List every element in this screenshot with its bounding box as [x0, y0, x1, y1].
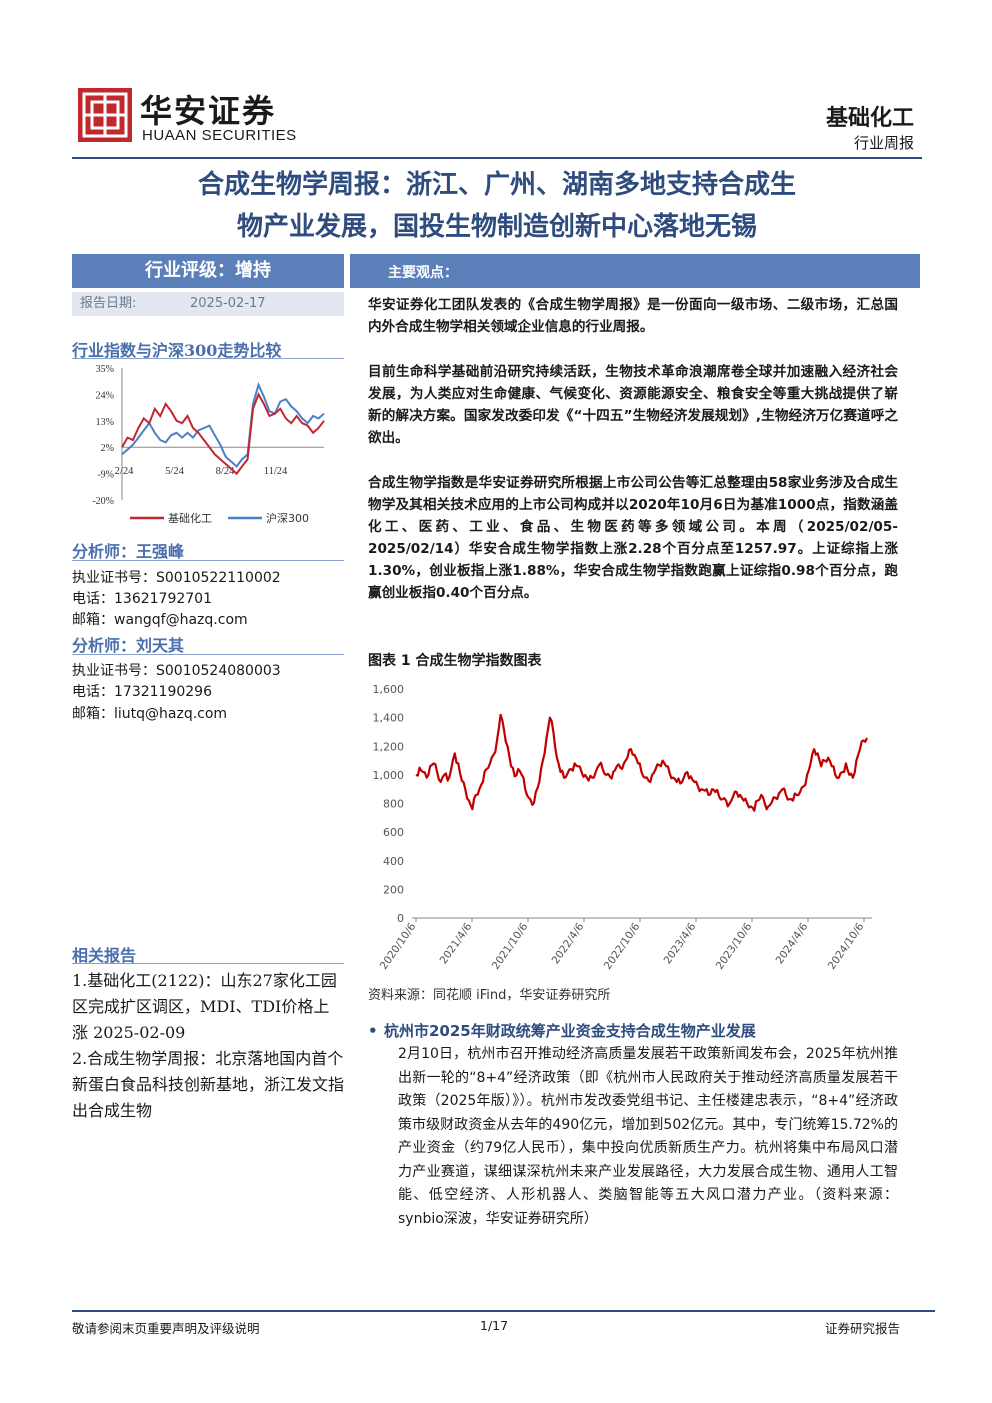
synbio-x-tick-label: 2022/10/6 [602, 921, 643, 972]
main-points-header: 主要观点： [350, 254, 920, 288]
synbio-index-chart: 0 200 400 600 800 1,000 1,200 1,400 1,600 2020/10… [362, 676, 902, 976]
news-item-title: • 杭州市2025年财政统筹产业资金支持合成生物产业发展 [368, 1020, 756, 1041]
analyst-2-phone: 电话：17321190296 [72, 684, 212, 700]
mini-y-tick-label: 35% [96, 364, 114, 375]
report-date: 报告日期: 2025-02-17 [72, 292, 344, 316]
related-reports-heading: 相关报告 [72, 946, 137, 965]
report-date-value: 2025-02-17 [190, 296, 266, 311]
report-title-line-1: 合成生物学周报：浙江、广州、湖南多地支持合成生 [197, 170, 796, 200]
company-name-en: HUAAN SECURITIES [142, 127, 297, 144]
related-reports-list: 1.基础化工(2122)：山东27家化工园区完成扩区调区，MDI、TDI价格上涨… [72, 968, 344, 1124]
analyst-2-heading: 分析师：刘天其 [72, 636, 185, 655]
trend-title-divider [72, 358, 344, 359]
synbio-x-tick-label: 2024/4/6 [774, 921, 811, 967]
footer-report-label: 证券研究报告 [824, 1321, 900, 1336]
analyst-1-phone: 电话：13621792701 [72, 591, 212, 607]
mini-y-tick-label: 24% [96, 390, 114, 401]
synbio-index-svg: 0 200 400 600 800 1,000 1,200 1,400 1,600 2020/10… [373, 683, 872, 972]
synbio-y-tick-label: 400 [383, 855, 404, 868]
report-type-label: 行业周报 [853, 134, 914, 152]
synbio-y-tick-label: 1,400 [373, 712, 405, 725]
synbio-y-tick-label: 0 [397, 912, 404, 925]
report-date-label: 报告日期: [80, 296, 137, 311]
industry-vs-hs300-chart: 35% 24% 13% 2% -9% -20% 2/24 5/24 8/24 11/24 基础化工 沪… [72, 360, 344, 530]
mini-x-tick-label: 8/24 [216, 466, 235, 477]
synbio-y-tick-label: 600 [383, 826, 404, 839]
mini-series-line-industry [121, 392, 325, 476]
synbio-y-tick-label: 800 [383, 798, 404, 811]
mini-x-tick-label: 2/24 [115, 466, 134, 477]
synbio-x-tick-label: 2020/10/6 [378, 921, 419, 972]
report-title-line-2: 物产业发展，国投生物制造创新中心落地无锡 [236, 212, 757, 242]
synbio-x-tick-label: 2023/10/6 [714, 921, 755, 972]
company-logo-mark [78, 88, 132, 142]
mini-y-tick-label: 2% [101, 443, 114, 454]
synbio-y-tick-label: 200 [383, 883, 404, 896]
analyst-1-divider [72, 560, 344, 561]
page-number: 1/17 [480, 1318, 509, 1333]
footer-divider [72, 1310, 935, 1312]
industry-rating: 行业评级：增持 [72, 254, 344, 288]
news-item-body: 2月10日，杭州市召开推动经济高质量发展若干政策新闻发布会，2025年杭州推出新… [398, 1046, 898, 1227]
header-divider [72, 157, 922, 159]
figure-1-title: 图表 1 合成生物学指数图表 [368, 653, 542, 669]
mini-series-line-hs300 [121, 381, 325, 468]
analyst-1-cert: 执业证书号：S0010522110002 [72, 570, 281, 586]
company-name-cn: 华安证券 [140, 92, 277, 130]
synbio-x-tick-label: 2021/10/6 [490, 921, 531, 972]
mini-y-tick-label: -20% [92, 496, 114, 507]
mini-y-tick-label: 13% [96, 417, 114, 428]
related-reports-divider [72, 963, 344, 964]
analyst-2-divider [72, 654, 344, 655]
mini-legend-label: 基础化工 [168, 511, 212, 525]
synbio-y-tick-label: 1,200 [373, 740, 405, 753]
analyst-2-cert: 执业证书号：S0010524080003 [72, 663, 281, 679]
mini-legend-label: 沪深300 [266, 511, 309, 525]
trend-chart-title: 行业指数与沪深300走势比较 [72, 341, 282, 360]
analyst-2-email[interactable]: 邮箱：liutq@hazq.com [72, 706, 228, 722]
news-item-title-text: 杭州市2025年财政统筹产业资金支持合成生物产业发展 [384, 1022, 756, 1040]
synbio-x-tick-label: 2021/4/6 [438, 921, 475, 967]
mini-x-tick-label: 11/24 [264, 466, 288, 477]
background-paragraph: 目前生命科学基础前沿研究持续活跃，生物技术革命浪潮席卷全球并加速融入经济社会发展… [368, 364, 898, 446]
synbio-x-tick-label: 2024/10/6 [826, 921, 867, 972]
related-report-1[interactable]: 1.基础化工(2122)：山东27家化工园区完成扩区调区，MDI、TDI价格上涨… [72, 971, 337, 1042]
mini-y-tick-label: -9% [97, 470, 114, 481]
mini-x-tick-label: 5/24 [165, 466, 184, 477]
synbio-x-tick-label: 2022/4/6 [550, 921, 587, 967]
index-paragraph: 合成生物学指数是华安证券研究所根据上市公司公告等汇总整理由58家业务涉及合成生物… [368, 475, 898, 601]
related-report-2[interactable]: 2.合成生物学周报：北京落地国内首个新蛋白食品科技创新基地，浙江发文指出合成生物 [72, 1049, 345, 1120]
sector-label: 基础化工 [825, 105, 914, 131]
report-title: 合成生物学周报：浙江、广州、湖南多地支持合成生 物产业发展，国投生物制造创新中心… [72, 164, 922, 248]
intro-paragraph: 华安证券化工团队发表的《合成生物学周报》是一份面向一级市场、二级市场，汇总国内外… [368, 297, 898, 335]
synbio-x-tick-label: 2023/4/6 [662, 921, 699, 967]
analyst-1-email[interactable]: 邮箱：wangqf@hazq.com [72, 612, 248, 628]
footer-disclaimer: 敬请参阅末页重要声明及评级说明 [72, 1321, 260, 1336]
synbio-index-line [415, 713, 868, 812]
synbio-y-tick-label: 1,000 [373, 769, 405, 782]
bullet-icon: • [368, 1022, 378, 1040]
figure-1-source: 资料来源：同花顺 iFind，华安证券研究所 [368, 988, 611, 1003]
industry-vs-hs300-svg: 35% 24% 13% 2% -9% -20% 2/24 5/24 8/24 11/24 基础化工 沪… [92, 364, 325, 525]
synbio-y-tick-label: 1,600 [373, 683, 405, 696]
analyst-1-heading: 分析师：王强峰 [72, 542, 185, 561]
